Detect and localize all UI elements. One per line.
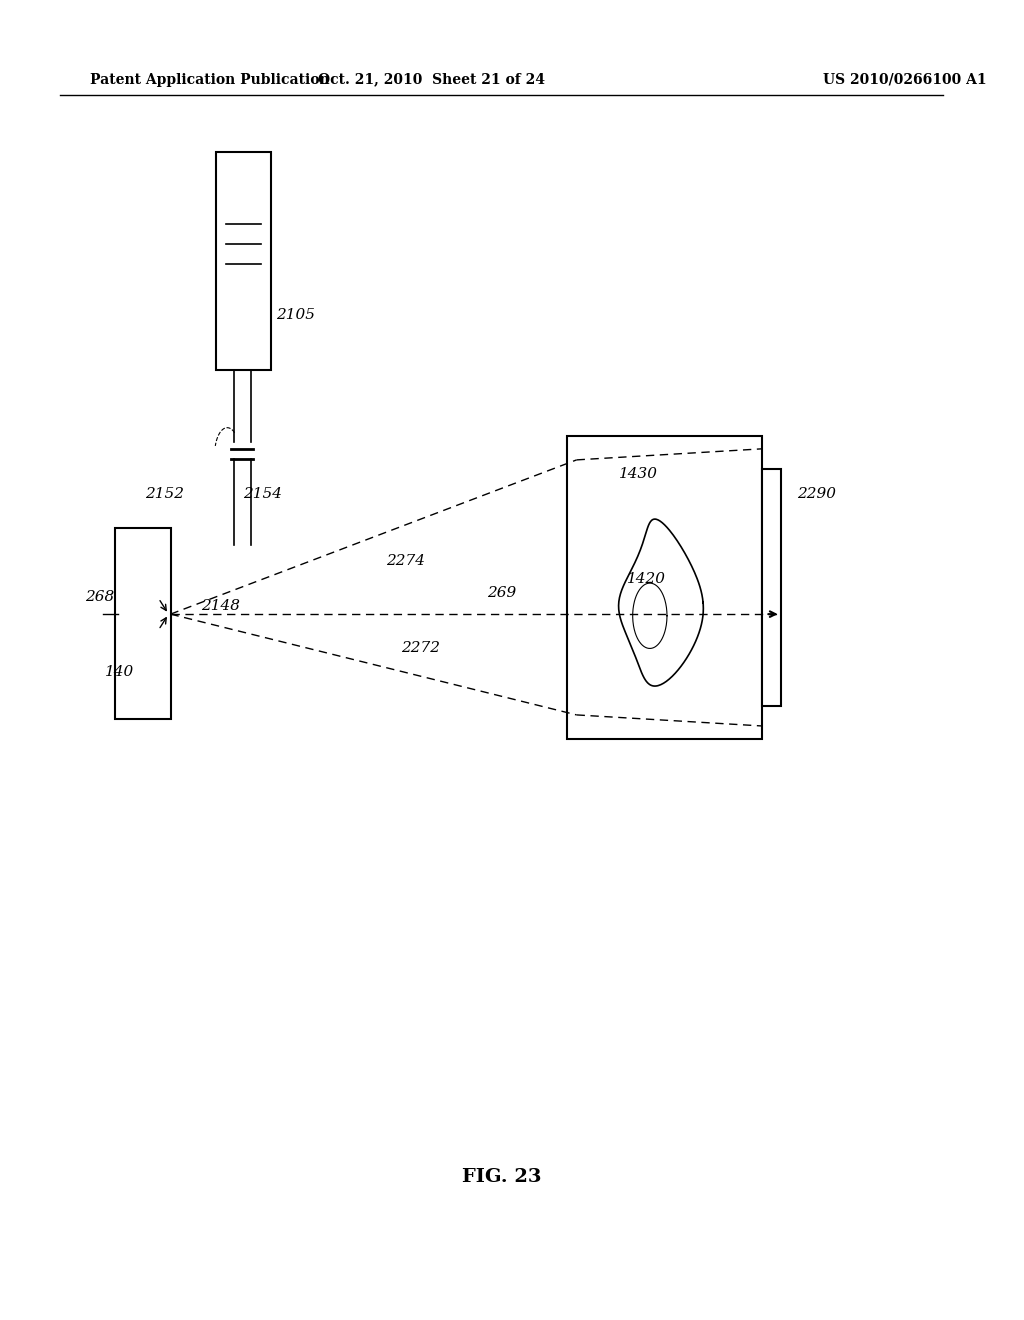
Text: 2152: 2152 xyxy=(145,487,184,500)
Text: 2154: 2154 xyxy=(243,487,282,500)
Text: Patent Application Publication: Patent Application Publication xyxy=(90,73,330,87)
Text: 2290: 2290 xyxy=(798,487,837,500)
Text: FIG. 23: FIG. 23 xyxy=(462,1168,542,1187)
Bar xyxy=(567,436,763,739)
Text: 268: 268 xyxy=(85,590,115,603)
Bar xyxy=(216,152,271,370)
Text: 2272: 2272 xyxy=(401,642,440,655)
Text: US 2010/0266100 A1: US 2010/0266100 A1 xyxy=(822,73,986,87)
Text: 140: 140 xyxy=(105,665,134,678)
Bar xyxy=(116,528,171,719)
Text: 1420: 1420 xyxy=(627,573,666,586)
Text: 2148: 2148 xyxy=(201,599,240,612)
Text: 2274: 2274 xyxy=(386,554,425,568)
Text: 269: 269 xyxy=(486,586,516,599)
Text: 2105: 2105 xyxy=(275,309,315,322)
Text: 1430: 1430 xyxy=(618,467,658,480)
Bar xyxy=(763,469,780,706)
Text: Oct. 21, 2010  Sheet 21 of 24: Oct. 21, 2010 Sheet 21 of 24 xyxy=(317,73,545,87)
